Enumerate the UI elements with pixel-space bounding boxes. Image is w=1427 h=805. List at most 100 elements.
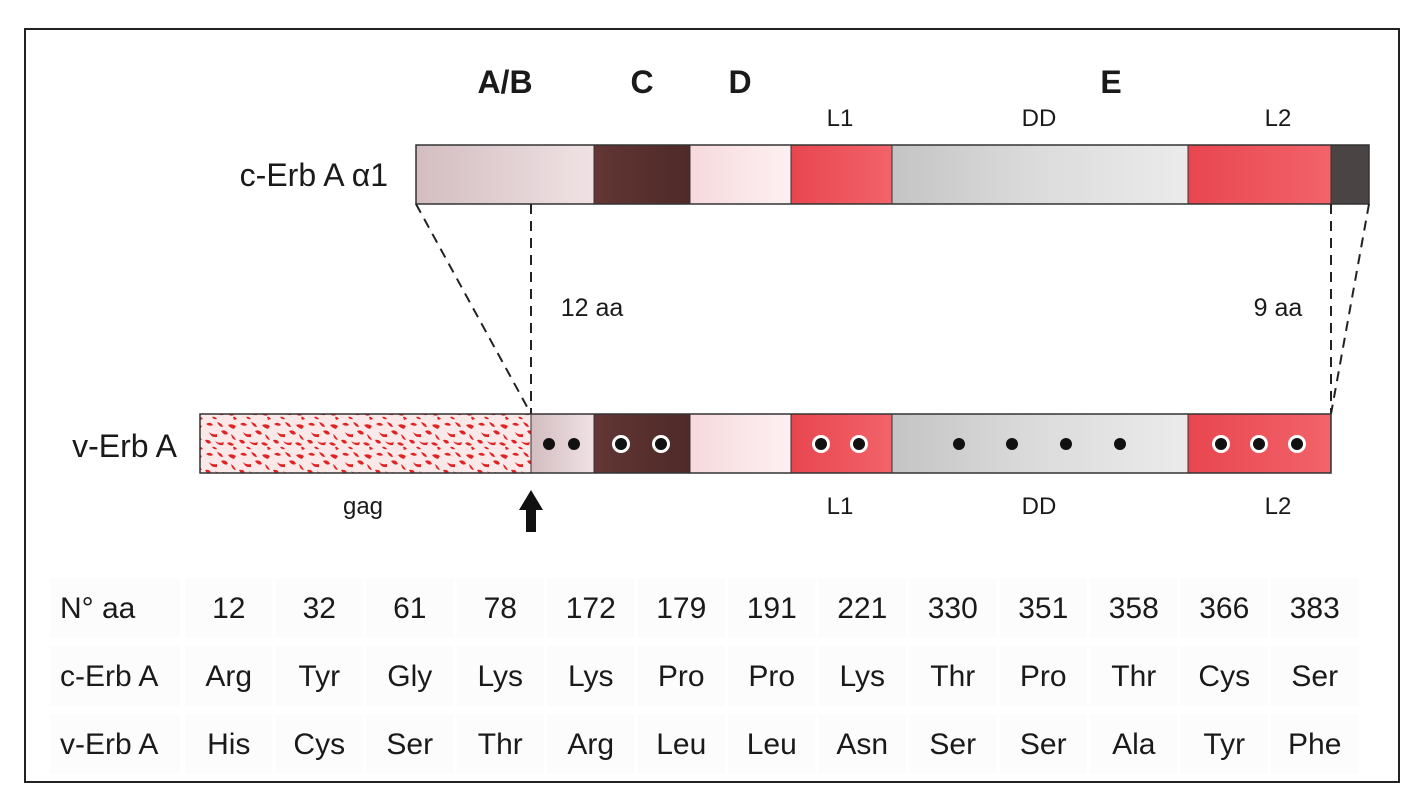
c-erb-bar: [415, 144, 1370, 205]
v-erb-l2-label: L2: [1265, 493, 1292, 520]
table-cell-bg: [185, 578, 273, 638]
connector-lines: [415, 203, 1370, 415]
c-erb-c-segment: [594, 145, 690, 204]
table-cell: Thr: [930, 660, 975, 693]
table-cell: Pro: [658, 660, 705, 693]
table-cell: Arg: [567, 728, 614, 761]
table-cell-bg: [547, 578, 635, 638]
domain-d-label: D: [728, 64, 751, 100]
table-cell-bg: [637, 646, 725, 706]
c-term-deletion-label: 9 aa: [1254, 294, 1303, 322]
c-erb-l2-segment: [1188, 145, 1331, 204]
table-cell-bg: [637, 714, 725, 774]
table-row-header: N° aa: [60, 592, 136, 625]
mutation-dot-ab-1: [543, 438, 555, 450]
table-cell-bg: [275, 714, 363, 774]
table-cell-bg: [999, 646, 1087, 706]
table-header-cell-bg: [50, 714, 180, 774]
v-erb-bar: [199, 413, 1332, 474]
table-cell-bg: [185, 646, 273, 706]
table-cell-bg: [999, 714, 1087, 774]
mutation-dot-c-2: [655, 438, 667, 450]
domain-c-label: C: [630, 64, 653, 100]
c-erb-ab-segment: [416, 145, 594, 204]
c-erb-l2-label: L2: [1265, 105, 1292, 132]
table-cell-bg: [366, 578, 454, 638]
table-cell: Lys: [568, 660, 614, 693]
table-cell-bg: [637, 578, 725, 638]
v-erb-l1-label: L1: [827, 493, 854, 520]
table-cell: Lys: [477, 660, 523, 693]
table-cell: 61: [393, 592, 426, 625]
table-cell-bg: [818, 714, 906, 774]
table-row-header: v-Erb A: [60, 728, 158, 761]
mutation-dot-c-1: [615, 438, 627, 450]
table-cell: 179: [656, 592, 706, 625]
table-cell: Leu: [747, 728, 797, 761]
table-cell-bg: [1180, 646, 1268, 706]
table-cell: Ala: [1112, 728, 1156, 761]
table-cell: Tyr: [1203, 728, 1245, 761]
c-erb-l1-label: L1: [827, 105, 854, 132]
mutation-dot-l2-3: [1291, 438, 1303, 450]
table-cell-bg: [909, 578, 997, 638]
table-cell: 358: [1109, 592, 1159, 625]
table-cell: Pro: [1020, 660, 1067, 693]
table-header-cell-bg: [50, 646, 180, 706]
table-cell: Ser: [929, 728, 976, 761]
table-cell: Ser: [386, 728, 433, 761]
table-cell-bg: [275, 578, 363, 638]
mutation-table: N° aa 12 32 61 78 172 179 191 221 330 351 358 366 383…: [50, 578, 1359, 774]
v-erb-gag-segment: [200, 414, 531, 473]
mutation-dots: [543, 435, 1306, 453]
table-cell-bg: [728, 646, 816, 706]
mutation-dot-dd-2: [1006, 438, 1018, 450]
table-cell: 383: [1290, 592, 1340, 625]
table-cell-bg: [1090, 578, 1178, 638]
table-cell: 32: [303, 592, 336, 625]
table-cell-bg: [728, 578, 816, 638]
c-erb-d-segment: [690, 145, 791, 204]
mutation-dot-l2-2: [1253, 438, 1265, 450]
table-cell: Pro: [748, 660, 795, 693]
table-cell-bg: [1271, 714, 1359, 774]
table-cell: Ser: [1020, 728, 1067, 761]
table-cell-bg: [547, 646, 635, 706]
table-cell: Phe: [1288, 728, 1341, 761]
table-cell: Thr: [478, 728, 523, 761]
table-cell: Asn: [836, 728, 888, 761]
table-cell-bg: [909, 714, 997, 774]
table-cell-bg: [818, 578, 906, 638]
c-erb-dd-segment: [892, 145, 1188, 204]
table-cell-bg: [1271, 646, 1359, 706]
table-cell: Cys: [293, 728, 345, 761]
table-cell-bg: [1090, 646, 1178, 706]
mutation-dot-l1-2: [853, 438, 865, 450]
gag-label: gag: [343, 493, 383, 520]
c-erb-tail-segment: [1331, 145, 1369, 204]
c-erb-l1-segment: [791, 145, 892, 204]
table-cell: 78: [484, 592, 517, 625]
table-cell-bg: [1271, 578, 1359, 638]
junction-arrow-icon: [519, 490, 543, 532]
mutation-dot-ab-2: [568, 438, 580, 450]
table-cell-bg: [366, 646, 454, 706]
table-cell: 191: [747, 592, 797, 625]
v-erb-ab-segment: [531, 414, 594, 473]
table-cell: 351: [1018, 592, 1068, 625]
mutation-dot-dd-4: [1114, 438, 1126, 450]
table-cell: 172: [566, 592, 616, 625]
table-cell: 366: [1199, 592, 1249, 625]
table-cell-bg: [1180, 714, 1268, 774]
table-cell: Lys: [839, 660, 885, 693]
table-cell: His: [207, 728, 250, 761]
mutation-dot-dd-3: [1060, 438, 1072, 450]
table-cell-bg: [999, 578, 1087, 638]
v-erb-l1-segment: [791, 414, 892, 473]
table-row-header: c-Erb A: [60, 660, 158, 693]
mutation-dot-dd-1: [953, 438, 965, 450]
table-cell: 221: [837, 592, 887, 625]
table-cell-bg: [185, 714, 273, 774]
table-cell: 330: [928, 592, 978, 625]
